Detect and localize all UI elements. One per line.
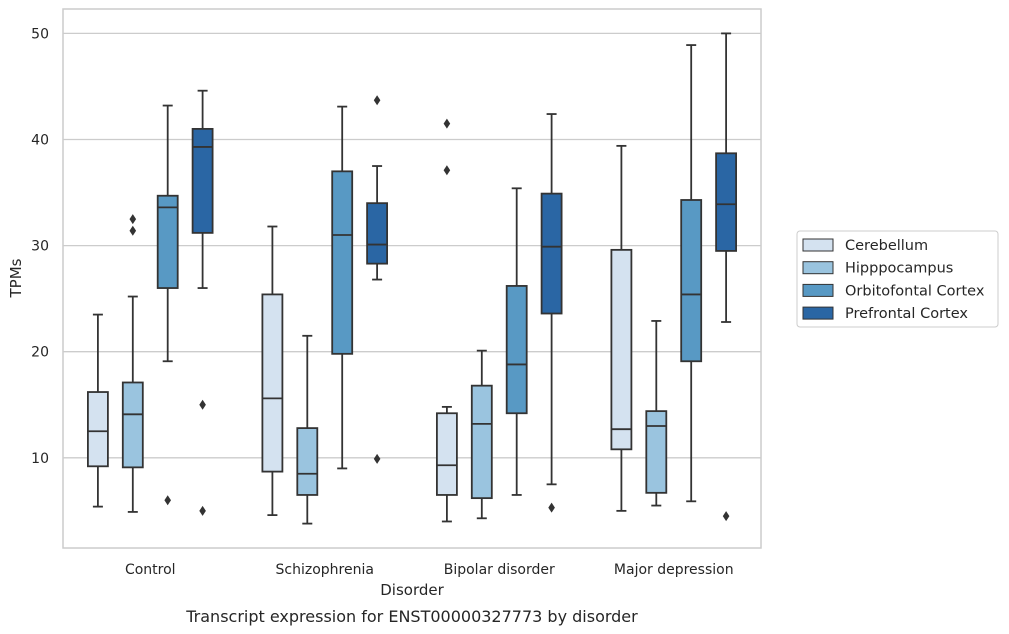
box-1-0: [261, 225, 284, 517]
box-iqr: [645, 410, 668, 494]
x-tick-label: Control: [125, 562, 176, 578]
y-tick-label: 30: [31, 239, 49, 255]
outlier-point: [443, 165, 451, 176]
box-iqr: [261, 293, 284, 473]
box-iqr: [505, 285, 528, 415]
legend-label: Cerebellum: [845, 238, 928, 254]
outlier-point: [199, 399, 206, 410]
box-iqr: [680, 199, 703, 363]
box-iqr: [191, 127, 214, 234]
y-tick-label: 50: [31, 26, 49, 42]
box-3-1: [645, 320, 668, 507]
box-3-2: [680, 44, 703, 503]
outlier-point: [373, 95, 381, 106]
outlier-point: [722, 511, 730, 522]
box-0-3: [191, 89, 214, 516]
legend: Cerebellum Hipppocampus Orbitofontal Corte…: [796, 230, 999, 328]
gridlines: [63, 32, 761, 459]
box-iqr: [610, 248, 633, 451]
box-iqr: [715, 152, 737, 252]
outlier-point: [129, 214, 137, 225]
legend-swatch: [802, 283, 834, 297]
x-tick-label: Bipolar disorder: [444, 562, 555, 578]
box-iqr: [87, 391, 109, 468]
outlier-point: [164, 495, 171, 506]
box-iqr: [156, 194, 179, 289]
box-iqr: [540, 192, 563, 315]
outlier-point: [199, 505, 206, 516]
y-tick-label: 10: [31, 451, 49, 467]
box-iqr: [366, 202, 389, 265]
y-axis-ticks: 10 20 30 40 50: [31, 26, 49, 466]
box-iqr: [121, 381, 144, 469]
legend-swatch: [802, 306, 834, 320]
y-tick-label: 20: [31, 345, 49, 361]
box-1-3: [366, 95, 389, 464]
legend-swatch: [802, 238, 834, 252]
outlier-point: [373, 453, 381, 464]
box-2-3: [540, 113, 563, 513]
box-1-2: [331, 105, 354, 470]
outlier-point: [443, 118, 451, 129]
legend-swatch: [802, 261, 834, 275]
box-3-0: [610, 144, 633, 512]
outlier-point: [129, 225, 137, 236]
outlier-point: [548, 502, 555, 513]
y-axis-label: TPMs: [7, 258, 25, 298]
box-iqr: [435, 412, 458, 496]
box-iqr: [331, 170, 354, 355]
plot-frame: [62, 8, 762, 549]
x-axis-ticks: Control Schizophrenia Bipolar disorder Majo…: [125, 562, 734, 578]
x-axis-label: Disorder: [380, 581, 444, 599]
legend-label: Prefrontal Cortex: [845, 306, 968, 322]
legend-frame: [796, 230, 999, 328]
box-1-1: [296, 334, 319, 525]
box-0-1: [121, 214, 144, 513]
x-tick-label: Major depression: [614, 562, 734, 578]
box-plot-series: [87, 32, 737, 525]
box-0-2: [156, 104, 179, 506]
box-0-0: [87, 313, 109, 508]
box-iqr: [296, 427, 319, 496]
box-iqr: [470, 384, 493, 500]
box-3-3: [715, 32, 737, 522]
box-2-0: [435, 118, 458, 523]
legend-label: Orbitofontal Cortex: [845, 283, 985, 299]
x-tick-label: Schizophrenia: [276, 562, 374, 578]
y-tick-label: 40: [31, 133, 49, 149]
box-2-1: [470, 349, 493, 520]
legend-label: Hipppocampus: [845, 261, 953, 277]
chart-caption: Transcript expression for ENST0000032777…: [185, 607, 638, 626]
box-2-2: [505, 187, 528, 496]
